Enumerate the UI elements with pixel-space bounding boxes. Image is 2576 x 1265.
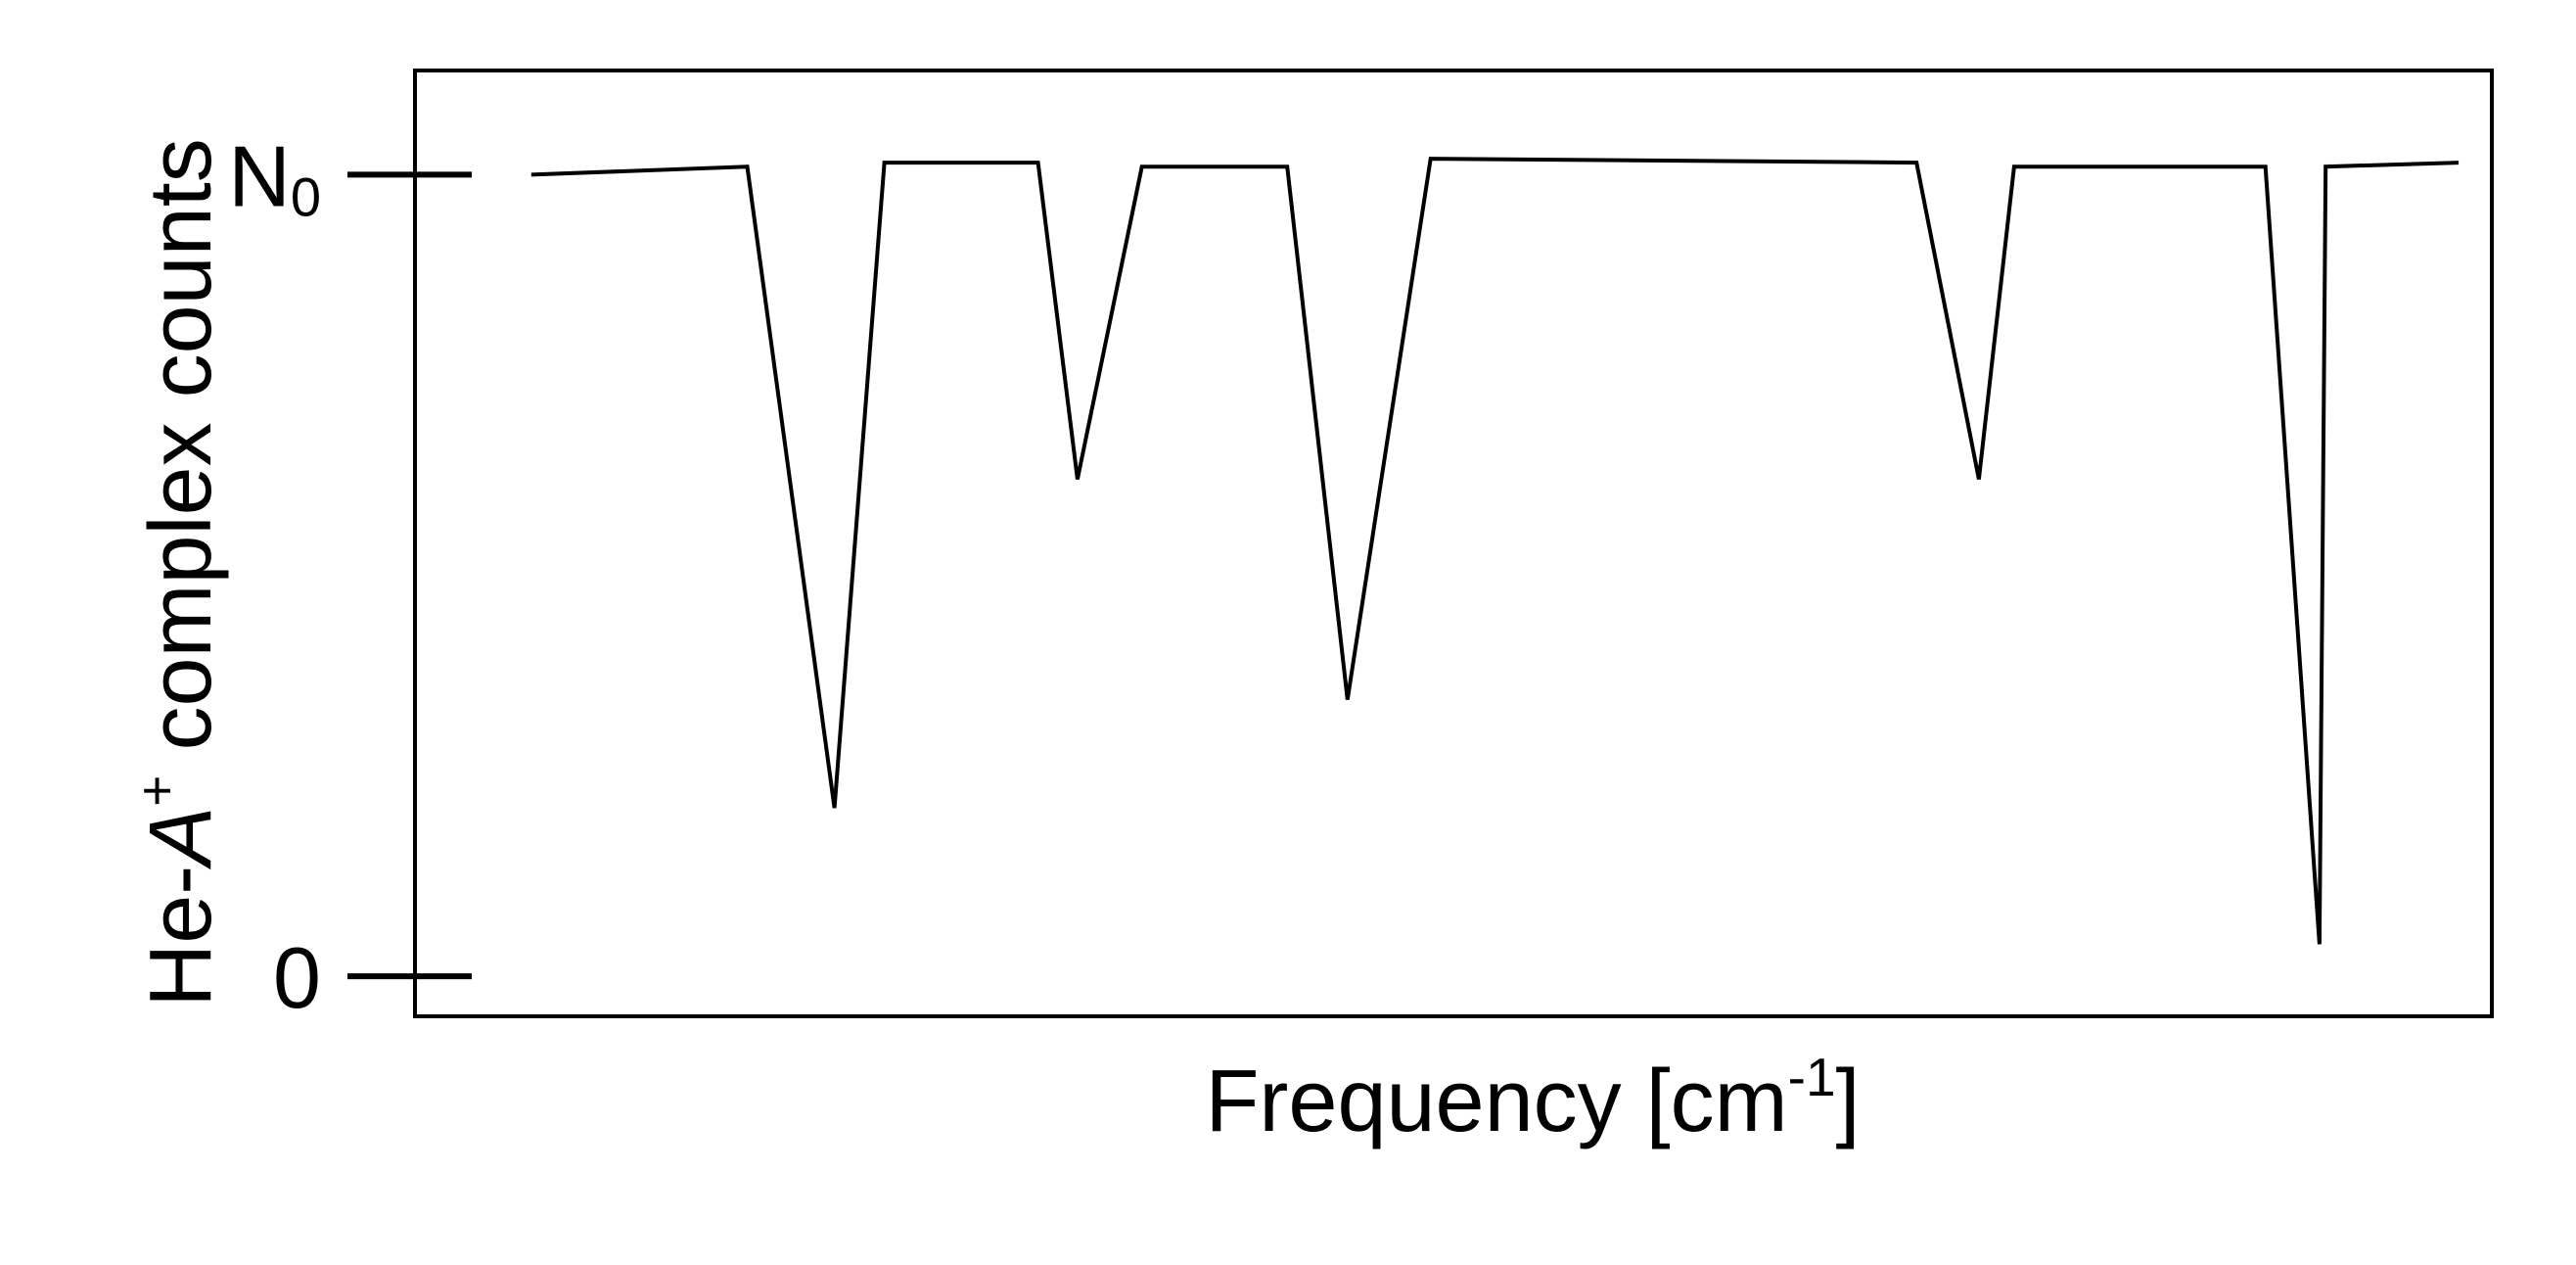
y-tick-label: 0 (273, 929, 321, 1026)
data-series (530, 157, 2460, 945)
y-axis-label: He-A+ complex counts (126, 138, 230, 1007)
series-line-0 (530, 157, 2460, 945)
x-axis-label: Frequency [cm-1] (1205, 1047, 1860, 1150)
y-tick-label: N0 (228, 127, 321, 227)
plot-frame (413, 69, 2494, 1018)
y-axis-ticks: 0 N0 (228, 127, 472, 1026)
